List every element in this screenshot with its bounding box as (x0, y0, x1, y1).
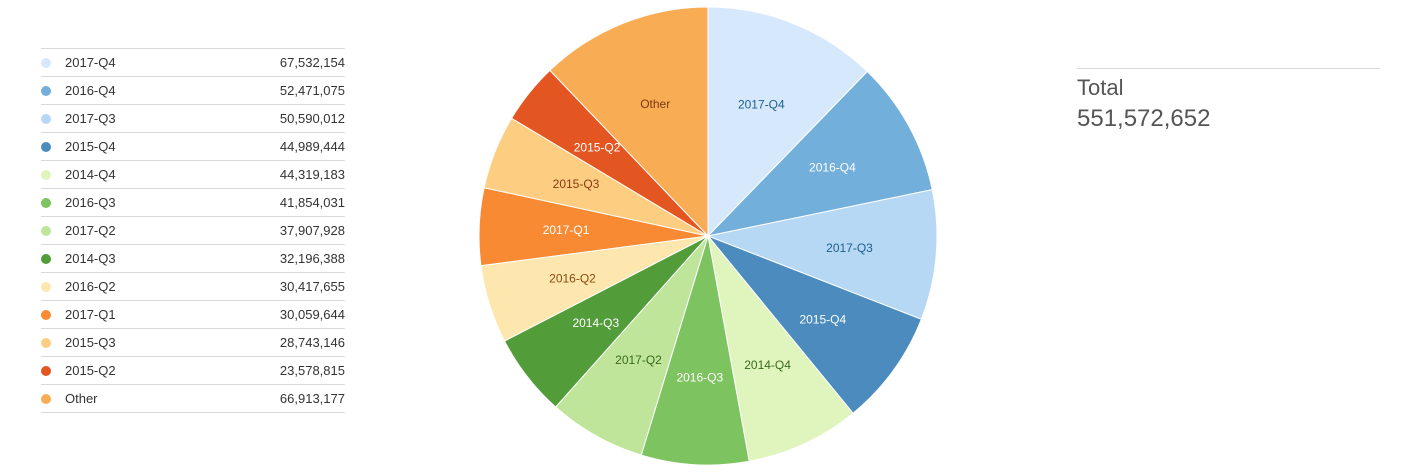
total-value: 551,572,652 (1077, 105, 1211, 132)
legend-row[interactable]: 2017-Q4 67,532,154 (41, 49, 345, 77)
legend-swatch (41, 281, 51, 292)
legend-swatch (41, 225, 51, 236)
legend-row[interactable]: 2017-Q3 50,590,012 (41, 105, 345, 133)
slice-label: Other (640, 97, 670, 111)
legend-label: 2016-Q4 (65, 83, 116, 98)
legend-swatch (41, 197, 51, 208)
legend-row[interactable]: 2014-Q3 32,196,388 (41, 245, 345, 273)
legend-swatch (41, 141, 51, 152)
legend-label: 2015-Q3 (65, 335, 116, 350)
pie-slice[interactable] (549, 6, 709, 238)
legend-label: 2014-Q3 (65, 251, 116, 266)
slice-label: 2015-Q2 (574, 140, 621, 154)
legend-swatch (41, 309, 51, 320)
pie-slice[interactable] (707, 6, 869, 238)
slice-label: 2014-Q4 (744, 358, 791, 372)
legend-row[interactable]: 2017-Q2 37,907,928 (41, 217, 345, 245)
pie-slice[interactable] (707, 235, 854, 462)
legend-label: Other (65, 391, 98, 406)
legend-label: 2017-Q4 (65, 55, 116, 70)
legend-label: 2015-Q4 (65, 139, 116, 154)
slice-label: 2016-Q4 (809, 161, 856, 175)
legend-swatch (41, 337, 51, 348)
slice-label: 2016-Q3 (676, 371, 723, 385)
slice-label: 2017-Q3 (826, 241, 873, 255)
pie-slice[interactable] (706, 189, 938, 320)
legend-row[interactable]: Other 66,913,177 (41, 385, 345, 413)
legend-value: 52,471,075 (279, 83, 345, 98)
slice-label: 2016-Q2 (549, 271, 596, 285)
legend-value: 30,059,644 (279, 307, 345, 322)
legend-label: 2017-Q2 (65, 223, 116, 238)
legend-label: 2015-Q2 (65, 363, 116, 378)
total-label: Total (1077, 75, 1124, 100)
legend-row[interactable]: 2015-Q2 23,578,815 (41, 357, 345, 385)
legend-row[interactable]: 2015-Q4 44,989,444 (41, 133, 345, 161)
legend-value: 30,417,655 (279, 279, 345, 294)
legend-row[interactable]: 2016-Q2 30,417,655 (41, 273, 345, 301)
legend: 2017-Q4 67,532,154 2016-Q4 52,471,075 2017-Q… (41, 48, 345, 413)
legend-value: 37,907,928 (279, 223, 345, 238)
legend-label: 2017-Q1 (65, 307, 116, 322)
slice-label: 2017-Q2 (615, 353, 662, 367)
legend-value: 67,532,154 (279, 55, 345, 70)
slice-label: 2014-Q3 (572, 316, 619, 330)
pie-slice[interactable] (706, 70, 933, 237)
legend-swatch (41, 57, 51, 68)
legend-label: 2016-Q3 (65, 195, 116, 210)
legend-value: 66,913,177 (279, 391, 345, 406)
legend-value: 28,743,146 (279, 335, 345, 350)
pie-slice[interactable] (706, 234, 922, 414)
legend-swatch (41, 393, 51, 404)
legend-swatch (41, 85, 51, 96)
total-panel: Total 551,572,652 (1077, 68, 1380, 135)
legend-row[interactable]: 2015-Q3 28,743,146 (41, 329, 345, 357)
pie-slice[interactable] (640, 235, 750, 466)
legend-swatch (41, 365, 51, 376)
legend-row[interactable]: 2014-Q4 44,319,183 (41, 161, 345, 189)
legend-label: 2016-Q2 (65, 279, 116, 294)
slice-label: 2015-Q4 (799, 313, 846, 327)
legend-value: 44,319,183 (279, 167, 345, 182)
legend-value: 44,989,444 (279, 139, 345, 154)
slice-label: 2017-Q1 (543, 223, 590, 237)
legend-value: 32,196,388 (279, 251, 345, 266)
legend-swatch (41, 253, 51, 264)
legend-swatch (41, 113, 51, 124)
legend-value: 50,590,012 (279, 111, 345, 126)
pie-chart: 2017-Q4 2016-Q4 2017-Q3 2015-Q4 2014-Q4 2016-… (478, 6, 938, 466)
legend-row[interactable]: 2016-Q3 41,854,031 (41, 189, 345, 217)
legend-swatch (41, 169, 51, 180)
slice-label: 2017-Q4 (738, 97, 785, 111)
legend-value: 41,854,031 (279, 195, 345, 210)
legend-row[interactable]: 2016-Q4 52,471,075 (41, 77, 345, 105)
legend-row[interactable]: 2017-Q1 30,059,644 (41, 301, 345, 329)
legend-label: 2017-Q3 (65, 111, 116, 126)
slice-label: 2015-Q3 (553, 177, 600, 191)
legend-label: 2014-Q4 (65, 167, 116, 182)
legend-value: 23,578,815 (279, 363, 345, 378)
